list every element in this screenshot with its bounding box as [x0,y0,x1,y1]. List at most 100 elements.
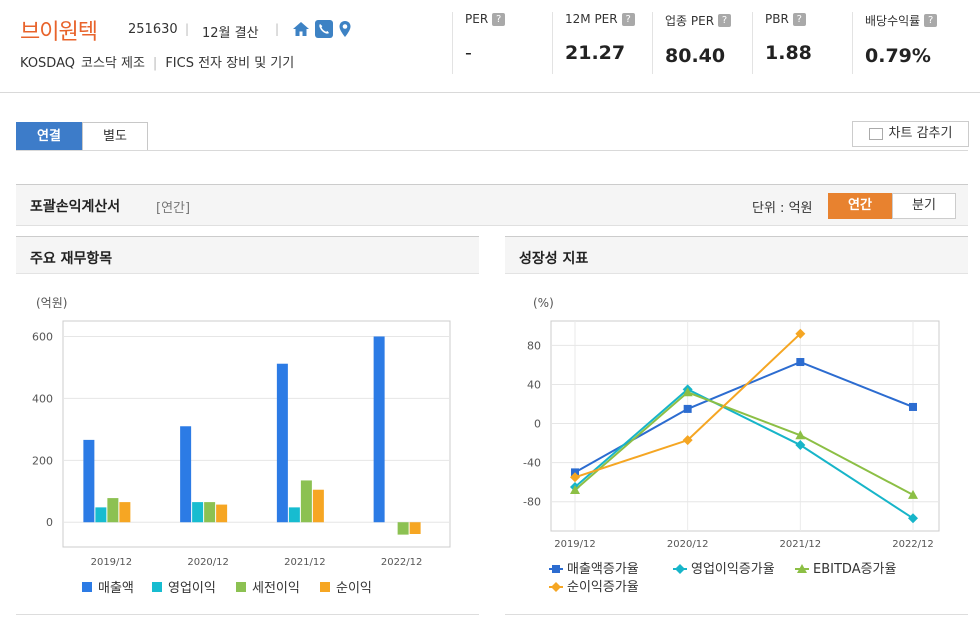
x-tick-label: 2022/12 [381,557,423,568]
x-tick-label: 2019/12 [554,539,596,550]
company-links [292,20,356,38]
data-point [908,489,918,499]
series-순이익증가율 [570,328,806,483]
bar [312,489,324,523]
y-tick-label: 400 [32,392,53,405]
metric-value: 1.88 [765,42,812,64]
industry-name: FICS 전자 장비 및 기기 [165,56,295,71]
legend-swatch [152,582,162,592]
x-tick-label: 2019/12 [91,557,133,568]
stock-header: 브이원텍 251630 | 12월 결산 | KOSDAQ 코스닥 제조 | FICS… [0,0,980,93]
plot-area [550,320,940,532]
statement-basis-tabs: 연결 별도 [16,122,148,151]
tab-consolidated[interactable]: 연결 [16,122,82,151]
metric-per: PER? - [452,12,550,74]
bar [276,363,288,523]
divider: | [275,22,280,36]
data-point [682,435,693,446]
x-tick-label: 2020/12 [667,539,709,550]
hide-chart-label: 차트 감추기 [888,126,953,141]
series-line [574,391,914,496]
data-point [796,358,805,367]
bar [107,498,119,523]
quarterly-button[interactable]: 분기 [892,193,956,219]
bar [216,504,228,523]
series-line [574,388,914,520]
x-tick-label: 2021/12 [780,539,822,550]
company-name[interactable]: 브이원텍 [20,20,98,45]
company-classification: KOSDAQ 코스닥 제조 | FICS 전자 장비 및 기기 [20,52,300,71]
y-tick-label: 0 [46,516,53,529]
market-category: 코스닥 제조 [80,56,145,71]
bar [204,502,216,523]
data-point [683,404,692,413]
x-tick-label: 2020/12 [187,557,229,568]
bar [300,480,312,523]
bar [95,507,107,523]
help-icon[interactable]: ? [492,12,506,26]
legend-label: 순이익 [336,581,372,596]
metric-label: 12M PER [565,12,618,26]
y-tick-label: 80 [527,339,541,352]
legend-label: 매출액증가율 [567,562,639,577]
location-pin-icon[interactable] [338,20,356,38]
metric-label: PER [465,12,489,26]
metric-value: 21.27 [565,42,626,64]
divider: | [152,56,158,71]
y-tick-label: -40 [523,457,541,470]
market-name: KOSDAQ [20,56,75,71]
data-point [675,564,685,574]
divider [16,150,968,151]
metric-label: 배당수익률 [865,14,921,28]
y-tick-label: -80 [523,496,541,509]
help-icon[interactable]: ? [924,14,938,27]
bar [83,439,95,523]
legend-swatch [320,582,330,592]
panel-title: 주요 재무항목 [30,251,113,267]
help-icon[interactable]: ? [621,12,635,26]
panel-title: 성장성 지표 [519,251,589,267]
series-EBITDA증가율 [570,387,918,499]
legend-label: 매출액 [98,581,134,596]
annual-button[interactable]: 연간 [828,193,892,219]
data-point [551,582,561,592]
legend-item: 영업이익증가율 [673,562,775,577]
y-tick-label: 600 [32,330,53,343]
metric-pbr: PBR? 1.88 [752,12,851,74]
bar [288,507,300,523]
legend-swatch [236,582,246,592]
home-icon[interactable] [292,20,310,38]
stock-code: 251630 [128,22,178,37]
metric-industry-per: 업종 PER? 80.40 [652,12,751,74]
hide-chart-button[interactable]: 차트 감추기 [852,121,969,147]
metric-value: - [465,42,472,64]
help-icon[interactable]: ? [718,14,732,27]
bar [373,336,385,523]
y-tick-label: 200 [32,454,53,467]
phone-icon[interactable] [315,20,333,38]
chart-toggle-icon [868,127,883,140]
metric-12m-per: 12M PER? 21.27 [552,12,651,74]
data-point [908,513,918,524]
data-point [909,402,917,411]
bar [192,502,204,523]
data-point [795,328,806,339]
key-financials-chart: (억원) 0 200 400 600 2019/12 2020/12 2021/12 2022/… [32,296,451,596]
data-point [682,387,693,397]
data-point [795,440,806,451]
metric-label: PBR [765,12,789,26]
section-period-tag: [연간] [156,201,191,216]
x-tick-label: 2022/12 [892,539,934,550]
help-icon[interactable]: ? [792,12,806,26]
legend-label: 영업이익 [168,581,216,596]
income-statement-header: 포괄손익계산서 [연간] 단위 : 억원 연간 분기 [16,184,968,226]
bar [409,522,421,534]
bar [119,502,131,523]
data-point [570,472,580,483]
y-tick-label: 0 [534,418,541,431]
unit-label: 단위 : 억원 [752,201,813,216]
x-tick-label: 2021/12 [284,557,326,568]
legend-label: 세전이익 [252,581,300,596]
tab-separate[interactable]: 별도 [82,122,148,151]
y-tick-label: 40 [527,378,541,391]
